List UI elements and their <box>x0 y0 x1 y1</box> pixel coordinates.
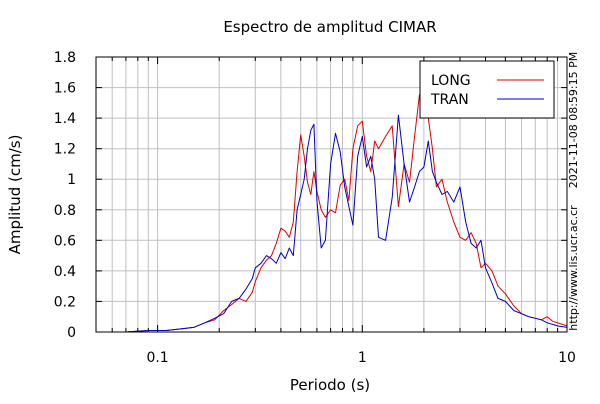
plot-frame <box>95 56 568 333</box>
y-tick-label: 1.6 <box>54 81 76 97</box>
y-tick-label: 1.8 <box>54 50 76 66</box>
legend-box <box>419 60 555 119</box>
y-tick-label: 0.2 <box>54 294 76 310</box>
chart-title: Espectro de amplitud CIMAR <box>223 18 436 36</box>
y-tick-label: 1.2 <box>54 142 76 158</box>
y-axis-label: Amplitud (cm/s) <box>6 135 24 255</box>
x-tick-label: 0.1 <box>146 350 168 366</box>
y-tick-label: 1 <box>67 172 76 188</box>
y-tick-label: 0.4 <box>54 264 76 280</box>
legend: LONG TRAN <box>419 60 555 119</box>
source-url-text: http://www.lis.ucr.ac.cr <box>567 205 580 331</box>
legend-label-long: LONG <box>431 73 471 89</box>
y-tick-label: 0.6 <box>54 233 76 249</box>
y-axis-ticks: 0 0.2 0.4 0.6 0.8 1 1.2 1.4 1.6 1.8 <box>54 50 567 341</box>
series-lines <box>96 84 568 333</box>
x-tick-label: 1 <box>358 350 367 366</box>
y-tick-label: 0 <box>67 325 76 341</box>
legend-label-tran: TRAN <box>430 92 469 108</box>
x-tick-label: 10 <box>558 350 576 366</box>
series-line-long <box>96 84 568 333</box>
x-axis-label: Periodo (s) <box>290 376 370 394</box>
timestamp-text: 2021-11-08 08:59:15 PM <box>567 52 580 188</box>
y-tick-label: 0.8 <box>54 203 76 219</box>
x-axis-ticks: 0.1 1 10 <box>95 57 576 366</box>
y-tick-label: 1.4 <box>54 111 76 127</box>
series-line-tran <box>96 114 568 333</box>
